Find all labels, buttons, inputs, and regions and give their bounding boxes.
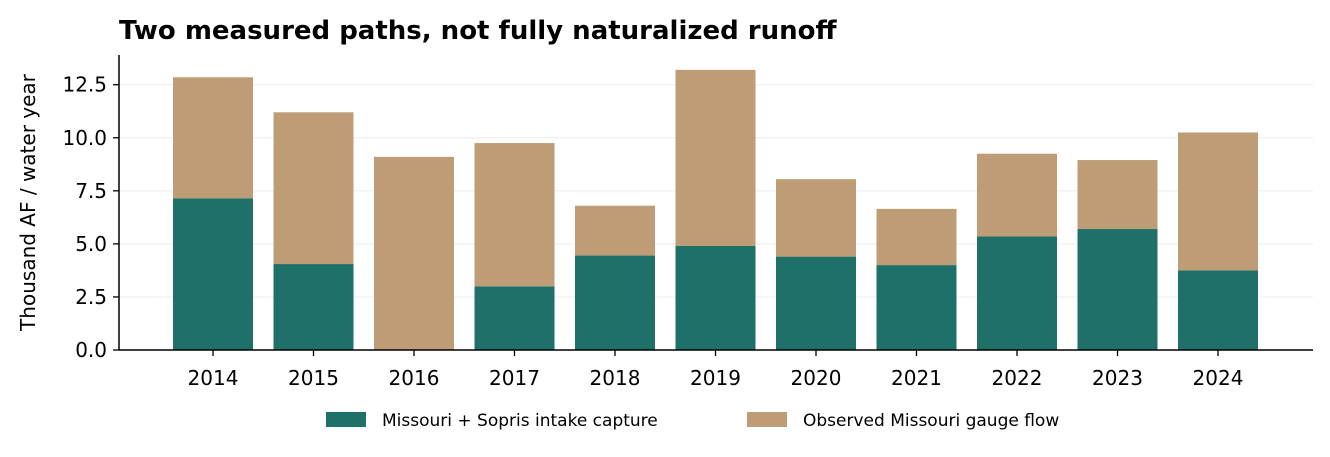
chart-title: Two measured paths, not fully naturalize… — [119, 16, 838, 46]
x-tick-label: 2024 — [1193, 366, 1244, 390]
x-tick-label: 2014 — [188, 366, 239, 390]
bar-intake-capture-2015 — [273, 264, 354, 350]
bar-intake-capture-2024 — [1178, 270, 1258, 350]
bar-gauge-flow-2020 — [776, 179, 856, 257]
y-tick-label: 7.5 — [75, 179, 107, 203]
y-axis-label: Thousand AF / water year — [16, 73, 40, 332]
x-tick-label: 2018 — [590, 366, 641, 390]
y-tick-label: 10.0 — [62, 126, 107, 150]
bar-gauge-flow-2023 — [1077, 160, 1158, 230]
bar-gauge-flow-2016 — [374, 156, 454, 350]
bar-intake-capture-2014 — [173, 198, 253, 350]
legend-label: Missouri + Sopris intake capture — [382, 411, 658, 431]
legend: Missouri + Sopris intake capture Observed… — [326, 411, 1059, 431]
x-tick-label: 2016 — [389, 366, 440, 390]
y-tick-label: 5.0 — [75, 232, 107, 256]
y-tick-label: 12.5 — [62, 73, 107, 97]
bar-intake-capture-2022 — [977, 236, 1057, 350]
bar-gauge-flow-2015 — [273, 112, 354, 265]
x-tick-label: 2020 — [791, 366, 842, 390]
x-ticks: 2014 2015 2016 2017 2018 2019 2020 2021 2022 2023… — [188, 350, 1244, 390]
x-tick-label: 2015 — [288, 366, 339, 390]
bars — [173, 69, 1258, 350]
bar-gauge-flow-2022 — [977, 153, 1057, 237]
bar-gauge-flow-2024 — [1178, 132, 1258, 271]
bar-intake-capture-2020 — [776, 256, 856, 350]
y-ticks: 0.0 2.5 5.0 7.5 10.0 12.5 — [62, 73, 119, 362]
bar-gauge-flow-2017 — [474, 143, 555, 287]
bar-intake-capture-2021 — [876, 265, 957, 350]
bar-gauge-flow-2018 — [575, 205, 655, 256]
bar-gauge-flow-2021 — [876, 208, 957, 266]
x-tick-label: 2023 — [1092, 366, 1143, 390]
legend-label: Observed Missouri gauge flow — [803, 411, 1059, 431]
x-tick-label: 2019 — [690, 366, 741, 390]
x-tick-label: 2022 — [992, 366, 1043, 390]
bar-intake-capture-2017 — [474, 286, 555, 350]
x-tick-label: 2017 — [489, 366, 540, 390]
bar-gauge-flow-2019 — [675, 69, 756, 247]
y-tick-label: 2.5 — [75, 285, 107, 309]
legend-swatch — [326, 412, 366, 427]
legend-swatch — [747, 412, 787, 427]
bar-intake-capture-2018 — [575, 255, 655, 350]
y-tick-label: 0.0 — [75, 338, 107, 362]
bar-intake-capture-2019 — [675, 246, 756, 350]
x-tick-label: 2021 — [891, 366, 942, 390]
bar-gauge-flow-2014 — [173, 77, 253, 199]
bar-intake-capture-2023 — [1077, 229, 1158, 350]
